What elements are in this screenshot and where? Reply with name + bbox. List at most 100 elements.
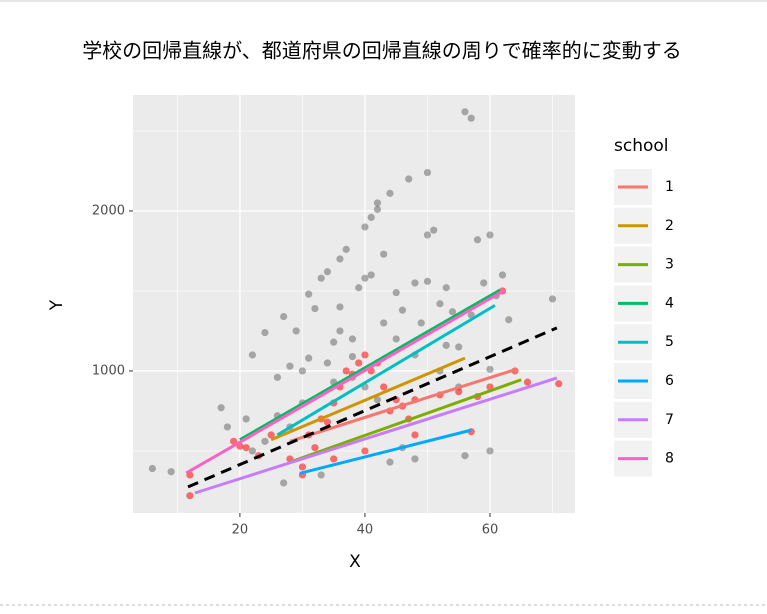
x-tick-label: 60: [482, 523, 499, 538]
point: [480, 279, 488, 287]
legend-label: 7: [665, 412, 674, 428]
point: [373, 199, 382, 207]
point: [398, 306, 407, 314]
point: [342, 367, 350, 375]
point: [167, 468, 175, 476]
point: [467, 114, 475, 122]
point: [430, 226, 438, 234]
chart-title: 学校の回帰直線が、都道府県の回帰直線の周りで確率的に変動する: [82, 39, 682, 63]
regression-line: [289, 378, 522, 464]
point: [242, 415, 250, 423]
point: [423, 168, 432, 177]
point: [373, 396, 382, 404]
point: [348, 335, 357, 343]
point: [473, 236, 482, 244]
point: [392, 335, 400, 343]
point: [355, 359, 363, 367]
point: [411, 279, 419, 287]
point: [342, 245, 350, 253]
point: [223, 423, 232, 431]
point: [280, 479, 288, 487]
point: [373, 205, 382, 213]
point: [411, 431, 419, 439]
point: [317, 274, 325, 282]
point: [523, 378, 532, 386]
point: [386, 189, 394, 197]
legend-label: 4: [665, 295, 674, 311]
point: [555, 380, 563, 388]
point: [336, 255, 344, 263]
overall-line: [187, 326, 558, 489]
point: [361, 274, 369, 282]
point: [148, 464, 156, 473]
regression-line: [276, 304, 496, 437]
point: [361, 447, 369, 455]
point: [455, 388, 463, 396]
legend-label: 5: [665, 334, 674, 350]
point: [336, 327, 344, 335]
x-axis-label: X: [349, 552, 361, 572]
x-tick-label: 40: [357, 523, 374, 538]
point: [280, 312, 288, 321]
point: [317, 471, 325, 479]
point: [548, 295, 557, 303]
point: [461, 108, 469, 116]
regression-line: [239, 288, 501, 442]
regression-line: [299, 428, 472, 475]
point: [367, 213, 375, 221]
regression-line: [185, 288, 506, 475]
legend-title: school: [614, 136, 669, 156]
point: [248, 351, 257, 359]
point: [217, 404, 225, 412]
point: [273, 373, 282, 381]
point: [261, 437, 269, 445]
regression-line: [194, 376, 558, 495]
point: [323, 359, 332, 367]
regression-line: [270, 356, 466, 442]
point: [261, 328, 269, 337]
point: [392, 288, 400, 297]
point: [423, 231, 432, 239]
point: [423, 277, 432, 285]
y-tick-label: 1000: [92, 363, 125, 378]
point: [367, 271, 375, 279]
point: [305, 354, 313, 362]
point: [498, 271, 507, 279]
point: [417, 319, 425, 327]
point: [405, 175, 413, 183]
legend-label: 3: [665, 257, 674, 273]
point: [298, 463, 307, 471]
point: [330, 338, 338, 346]
legend-label: 8: [665, 451, 674, 467]
legend-label: 2: [665, 218, 674, 234]
point: [448, 308, 457, 316]
point: [380, 250, 388, 258]
point: [311, 444, 319, 452]
point: [442, 284, 450, 292]
panel: [133, 95, 575, 513]
regression-line: [289, 367, 518, 443]
point: [380, 383, 388, 391]
y-tick-label: 2000: [92, 203, 125, 218]
point: [361, 351, 369, 359]
legend-label: 1: [665, 179, 674, 195]
point: [248, 447, 257, 455]
point: [505, 316, 513, 324]
point: [486, 447, 494, 455]
point: [323, 268, 332, 276]
point: [305, 290, 313, 298]
point: [292, 327, 300, 335]
legend-label: 6: [665, 373, 674, 389]
point: [386, 458, 394, 466]
point: [486, 365, 494, 373]
point: [242, 444, 250, 452]
point: [298, 367, 307, 375]
point: [455, 343, 463, 351]
point: [336, 303, 344, 311]
point: [486, 231, 494, 239]
x-tick-label: 20: [232, 523, 249, 538]
point: [380, 319, 388, 327]
point: [348, 352, 357, 361]
